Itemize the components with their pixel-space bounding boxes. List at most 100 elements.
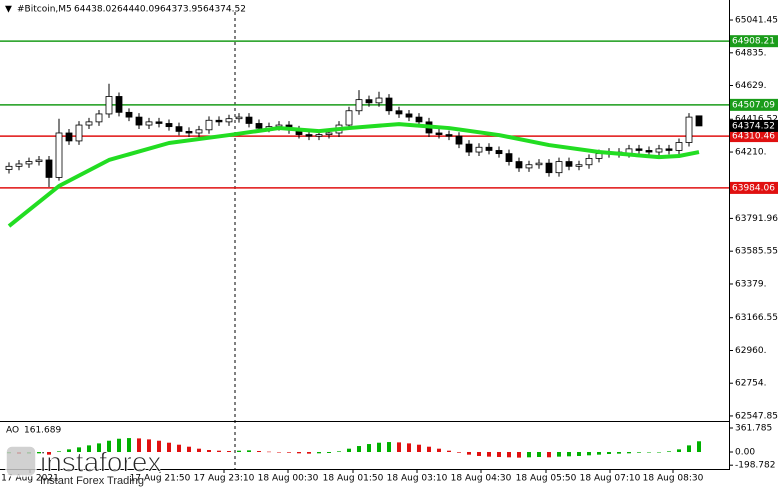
ao-bar [187,446,191,453]
ao-title: AO [6,426,19,436]
ao-bar [267,451,271,453]
candle-body [645,150,653,153]
level-label-box [730,98,778,111]
candle-body [465,143,473,153]
x-tick-label: 18 Aug 01:50 [323,474,384,484]
ao-value: 161.689 [24,426,61,436]
candle-body [185,130,193,134]
candle-body [165,123,173,128]
candle-body [125,111,133,118]
ao-bar [57,451,61,453]
ao-bar [517,452,521,458]
y-tick-label: 62547.85 [735,411,778,421]
candle-body [45,159,53,178]
y-tick-label: 64629. [735,81,767,91]
candle-body [455,135,463,145]
ao-bar [407,443,411,453]
ao-bar [77,447,81,453]
ao-bar [337,451,341,453]
candle-body [15,163,23,167]
ao-bar [287,452,291,453]
candle-body [675,142,683,151]
candle-body [345,110,353,126]
dropdown-arrow: ▼ [5,5,12,15]
ao-bar [277,452,281,453]
x-tick-label: 18 Aug 05:50 [516,474,577,484]
ao-bar [557,452,561,457]
ao-bar [127,438,131,453]
candle-body [95,113,103,123]
ao-bar [507,452,511,458]
symbol-title: #Bitcoin,M5 [17,5,72,15]
ao-bar [477,452,481,456]
candle-body [245,116,253,124]
candle-body [485,146,493,151]
candle-body [695,115,703,127]
candle-body [315,134,323,137]
ao-bar [427,446,431,453]
ao-bar [697,441,701,453]
ao-bar [627,452,631,454]
candle-body [505,153,513,162]
header-low: 64373.95 [160,5,203,15]
y-tick-label: 63791.96 [735,214,778,224]
candle-body [655,148,663,153]
x-tick-label: 18 Aug 00:30 [258,474,319,484]
x-tick-label: 18 Aug 08:30 [643,474,704,484]
ao-bar [297,452,301,454]
candle-body [565,161,573,167]
ao-bar [67,449,71,453]
y-tick-label: 63379. [735,279,767,289]
ao-bar [177,444,181,453]
ao-bar [257,451,261,453]
y-tick-label: 65041.45 [735,16,778,26]
ao-bar [97,443,101,453]
candle-body [495,150,503,155]
candle-body [135,116,143,126]
candle-body [395,110,403,115]
y-tick-label: -198.782 [735,461,775,471]
ao-bar [447,450,451,453]
ao-bar [367,444,371,453]
candle-body [415,116,423,123]
x-tick-label: 17 Aug 23:10 [194,474,255,484]
level-label-box [730,130,778,143]
ao-bar [587,452,591,456]
brand: instaforex [40,446,161,477]
ao-bar [327,452,331,454]
candle-body [575,164,583,167]
ao-bar [437,448,441,453]
ao-bar [47,452,51,455]
ao-bar [527,452,531,458]
ao-bar [467,452,471,455]
ao-bar [657,452,661,453]
ao-bar [377,442,381,453]
level-label: 64310.46 [732,132,775,142]
plot-area: 65041.45 64835. 64629. 64416.52 64210. 63791.… [0,16,778,484]
level-label: 64507.09 [732,100,775,110]
candle-body [355,99,363,112]
ao-bar [687,445,691,453]
candle-body [305,134,313,137]
y-tick-label: 63166.55 [735,313,778,323]
ao-bar [347,448,351,453]
ao-bar [607,452,611,454]
x-tick-label: 18 Aug 04:30 [451,474,512,484]
ao-bar [207,450,211,453]
candle-body [555,161,563,174]
candle-body [25,161,33,165]
ao-bar [107,440,111,453]
ao-bar [417,444,421,453]
candle-body [85,121,93,126]
candle-body [475,146,483,153]
x-tick-label: 17 Aug 2021 [1,474,59,484]
current-price-label: 64374.52 [732,121,775,131]
ao-bar [317,452,321,454]
candle-body [175,126,183,132]
candle-body [685,116,693,143]
ao-bar [547,452,551,458]
ao-bar [167,442,171,453]
logo-icon [5,445,37,477]
ao-bar [37,452,41,454]
ao-bar [157,440,161,453]
